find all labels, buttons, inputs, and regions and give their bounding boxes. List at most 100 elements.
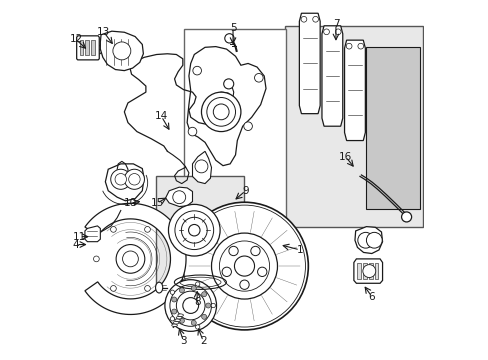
Circle shape (188, 225, 200, 236)
Circle shape (122, 251, 138, 267)
Bar (368, 263, 372, 279)
Text: 8: 8 (193, 297, 200, 307)
Ellipse shape (177, 314, 183, 316)
Circle shape (180, 202, 308, 330)
Polygon shape (192, 151, 211, 184)
Circle shape (201, 314, 206, 319)
Circle shape (124, 169, 144, 189)
Circle shape (195, 282, 200, 286)
Circle shape (257, 267, 266, 276)
Circle shape (169, 285, 211, 326)
Circle shape (110, 285, 116, 291)
Circle shape (211, 233, 277, 299)
Text: 11: 11 (73, 232, 86, 242)
Circle shape (205, 303, 210, 308)
Bar (374, 263, 378, 279)
Circle shape (164, 280, 216, 331)
Circle shape (357, 43, 363, 49)
Circle shape (179, 318, 184, 323)
Circle shape (222, 267, 231, 276)
Circle shape (195, 160, 207, 173)
Circle shape (179, 288, 184, 293)
Circle shape (93, 256, 99, 262)
Circle shape (211, 303, 215, 308)
Polygon shape (85, 226, 100, 242)
Circle shape (219, 241, 269, 291)
Circle shape (113, 42, 131, 60)
Text: 5: 5 (229, 23, 236, 33)
Polygon shape (321, 26, 342, 126)
Ellipse shape (173, 321, 179, 324)
Polygon shape (344, 40, 365, 140)
Circle shape (191, 286, 196, 291)
Bar (183, 30, 285, 226)
Circle shape (234, 256, 254, 276)
Text: 1: 1 (296, 245, 303, 255)
Bar (357, 263, 360, 279)
Circle shape (110, 226, 116, 232)
Text: 14: 14 (154, 111, 167, 121)
Circle shape (224, 34, 234, 43)
Circle shape (181, 217, 207, 243)
Text: 6: 6 (368, 292, 374, 302)
Polygon shape (366, 47, 419, 209)
Circle shape (172, 191, 185, 204)
Ellipse shape (176, 316, 182, 319)
Circle shape (206, 98, 235, 126)
Circle shape (170, 290, 174, 294)
Bar (91, 40, 94, 55)
Circle shape (335, 29, 340, 35)
Bar (363, 263, 366, 279)
Circle shape (401, 212, 411, 222)
Circle shape (110, 169, 131, 189)
Bar (80, 40, 83, 55)
Bar (284, 26, 422, 226)
Text: 3: 3 (180, 336, 186, 346)
Ellipse shape (171, 324, 177, 327)
Circle shape (170, 317, 174, 321)
Circle shape (168, 204, 220, 256)
Circle shape (254, 73, 263, 82)
Circle shape (128, 174, 140, 185)
Circle shape (250, 246, 260, 256)
Polygon shape (100, 31, 143, 71)
Polygon shape (187, 46, 265, 166)
Polygon shape (77, 36, 99, 60)
Circle shape (201, 92, 241, 132)
Text: 2: 2 (200, 336, 206, 346)
Text: 4: 4 (73, 239, 79, 249)
Circle shape (244, 122, 252, 131)
Polygon shape (105, 164, 144, 201)
Circle shape (213, 104, 228, 120)
Bar (85, 40, 89, 55)
Text: 12: 12 (69, 35, 82, 44)
Polygon shape (353, 259, 382, 283)
Text: 15: 15 (150, 198, 163, 208)
Text: 9: 9 (242, 186, 248, 196)
Circle shape (223, 79, 233, 89)
Text: 16: 16 (338, 152, 351, 162)
Circle shape (323, 29, 329, 35)
Text: 7: 7 (332, 19, 339, 29)
Text: 10: 10 (123, 198, 137, 208)
Polygon shape (165, 187, 192, 207)
Circle shape (201, 292, 206, 297)
Circle shape (346, 43, 351, 49)
Circle shape (183, 298, 198, 314)
Ellipse shape (155, 282, 163, 293)
Bar (156, 176, 244, 302)
Circle shape (183, 205, 305, 327)
Circle shape (312, 17, 318, 22)
Polygon shape (354, 226, 382, 253)
Circle shape (176, 291, 204, 320)
Circle shape (192, 66, 201, 75)
Circle shape (116, 244, 144, 273)
Circle shape (188, 127, 196, 136)
Polygon shape (299, 13, 320, 114)
Circle shape (175, 211, 213, 249)
Circle shape (191, 320, 196, 325)
Circle shape (228, 246, 238, 256)
Circle shape (362, 265, 375, 278)
Circle shape (366, 232, 382, 248)
Circle shape (171, 297, 176, 302)
